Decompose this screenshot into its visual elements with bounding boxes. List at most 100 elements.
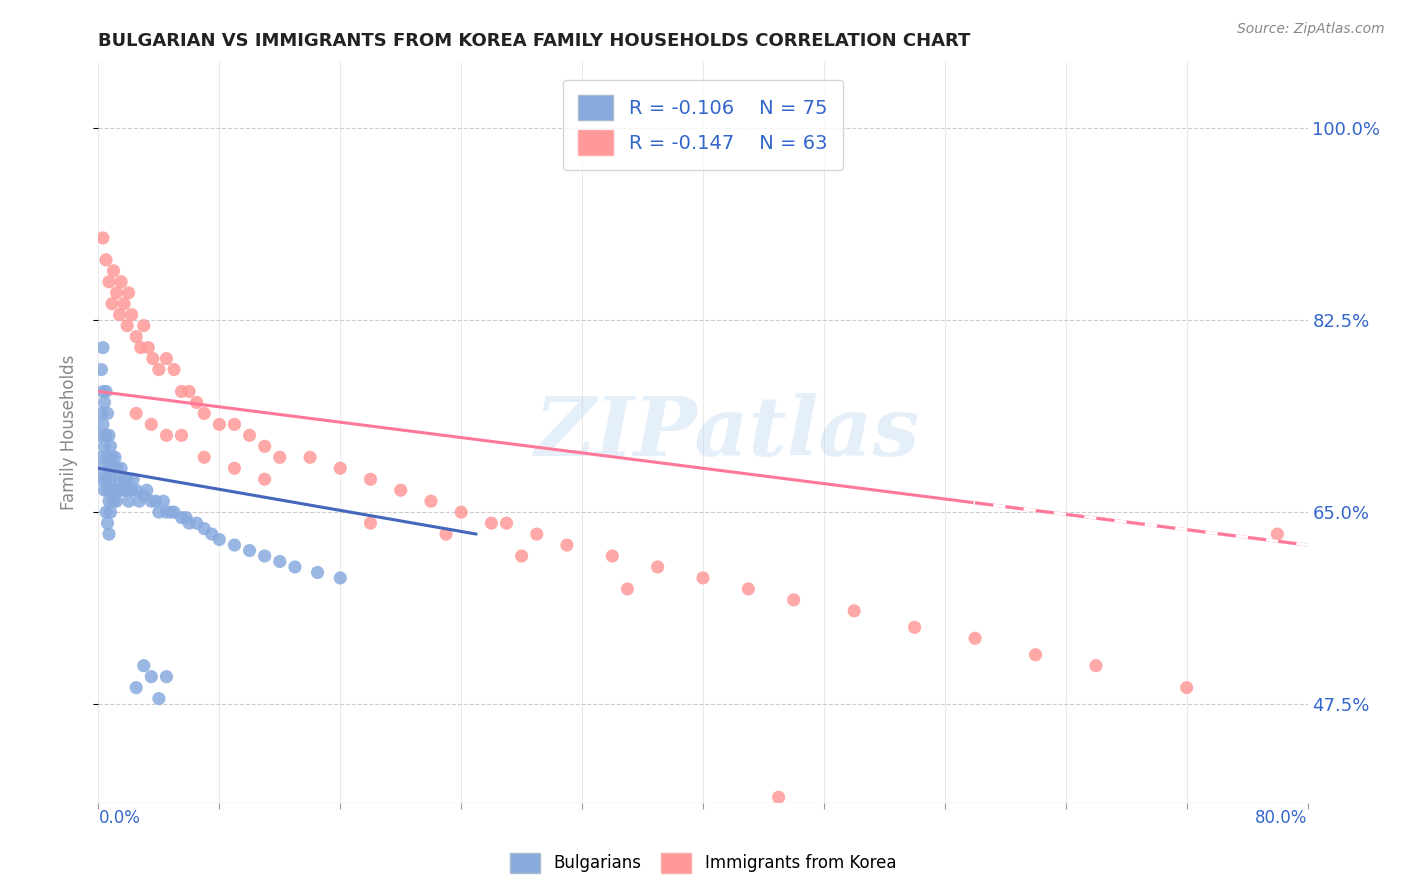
Point (163, 505, 186, 519)
Point (98, 461, 121, 475)
Point (510, 549, 533, 563)
Point (269, 554, 291, 568)
Point (108, 472, 131, 486)
Point (174, 510, 197, 524)
Point (89, 428, 111, 442)
Point (155, 428, 177, 442)
Point (1024, 648, 1046, 662)
Point (107, 483, 129, 498)
Point (420, 494, 443, 508)
Legend: Bulgarians, Immigrants from Korea: Bulgarians, Immigrants from Korea (503, 847, 903, 880)
Point (132, 489, 155, 503)
Point (360, 472, 382, 486)
Text: 0.0%: 0.0% (98, 808, 141, 827)
Point (96, 516, 118, 530)
Point (284, 560, 307, 574)
Point (1175, 681, 1198, 695)
Point (481, 516, 503, 530)
Point (360, 516, 382, 530)
Point (121, 308, 143, 322)
Point (904, 620, 927, 634)
Point (170, 384, 193, 399)
Point (111, 483, 134, 498)
Point (89, 472, 111, 486)
Point (132, 658, 155, 673)
Point (224, 417, 246, 432)
Point (155, 670, 177, 684)
Point (90, 450, 112, 465)
Point (103, 461, 125, 475)
Text: ZIPatlas: ZIPatlas (534, 392, 920, 473)
Point (269, 450, 291, 465)
Point (142, 351, 165, 366)
Point (148, 691, 170, 706)
Point (90, 362, 112, 376)
Point (647, 560, 669, 574)
Point (783, 593, 806, 607)
Point (118, 494, 141, 508)
Point (145, 494, 167, 508)
Point (239, 543, 262, 558)
Point (94, 428, 117, 442)
Point (602, 549, 624, 563)
Point (495, 516, 517, 530)
Point (93, 395, 115, 409)
Point (186, 395, 208, 409)
Point (253, 472, 276, 486)
Point (121, 483, 143, 498)
Point (389, 483, 412, 498)
Point (91, 417, 114, 432)
Point (108, 308, 131, 322)
Point (91, 384, 114, 399)
Point (94, 384, 117, 399)
Point (96, 450, 118, 465)
Point (101, 483, 124, 498)
Point (96, 406, 118, 420)
Point (844, 604, 866, 618)
Point (112, 472, 135, 486)
Point (155, 351, 177, 366)
Point (239, 428, 262, 442)
Point (125, 483, 148, 498)
Point (555, 538, 578, 552)
Point (101, 450, 124, 465)
Point (104, 450, 127, 465)
Point (94, 472, 117, 486)
Point (692, 571, 714, 585)
Point (160, 505, 183, 519)
Point (1267, 527, 1289, 541)
Point (105, 461, 128, 475)
Point (98, 428, 121, 442)
Point (193, 406, 215, 420)
Text: 80.0%: 80.0% (1256, 808, 1308, 827)
Point (170, 428, 193, 442)
Point (307, 566, 329, 580)
Point (1085, 658, 1108, 673)
Point (93, 439, 115, 453)
Point (105, 494, 128, 508)
Point (450, 505, 472, 519)
Point (90, 406, 112, 420)
Point (193, 522, 215, 536)
Point (96, 483, 118, 498)
Point (110, 461, 132, 475)
Point (136, 341, 159, 355)
Point (103, 494, 125, 508)
Point (201, 527, 224, 541)
Point (616, 582, 638, 596)
Point (163, 362, 186, 376)
Point (101, 297, 124, 311)
Point (98, 275, 121, 289)
Point (155, 505, 177, 519)
Point (224, 461, 246, 475)
Point (208, 417, 231, 432)
Point (329, 571, 352, 585)
Point (179, 384, 201, 399)
Point (193, 450, 215, 465)
Point (91, 231, 114, 245)
Point (110, 275, 132, 289)
Point (299, 450, 322, 465)
Point (253, 439, 276, 453)
Point (152, 494, 174, 508)
Point (186, 516, 208, 530)
